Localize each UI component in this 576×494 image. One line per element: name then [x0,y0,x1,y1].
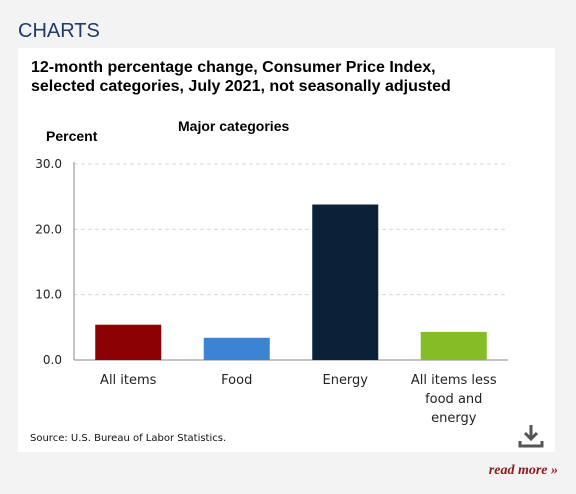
x-tick-label: All items [100,373,157,388]
y-tick-label: 0.0 [43,353,62,367]
bar [203,337,270,360]
chart-title-line-1: 12-month percentage change, Consumer Pri… [31,59,436,76]
read-more-link[interactable]: read more » [488,463,558,478]
y-axis-label: Percent [46,128,98,144]
x-tick-label: Food [221,373,252,388]
bar [312,204,379,360]
y-tick-label: 10.0 [35,288,62,302]
x-tick-label: All items less [411,373,497,388]
y-tick-label: 30.0 [35,157,62,171]
chart-subtitle: Major categories [178,118,289,134]
download-icon[interactable] [518,422,544,448]
chart-panel: 12-month percentage change, Consumer Pri… [18,48,555,452]
chart-title-line-2: selected categories, July 2021, not seas… [31,78,451,95]
bar [420,331,487,360]
x-tick-label: energy [431,411,477,426]
bar-chart: Percent Major categories 0.0 10.0 20.0 30.0 Al… [35,118,508,426]
section-header: CHARTS [18,20,100,42]
x-tick-label: Energy [322,373,368,388]
source-note: Source: U.S. Bureau of Labor Statistics. [30,433,227,444]
y-tick-label: 20.0 [35,222,62,236]
chart-title: 12-month percentage change, Consumer Pri… [31,58,551,96]
bar [95,324,162,360]
x-tick-label: food and [425,392,482,407]
